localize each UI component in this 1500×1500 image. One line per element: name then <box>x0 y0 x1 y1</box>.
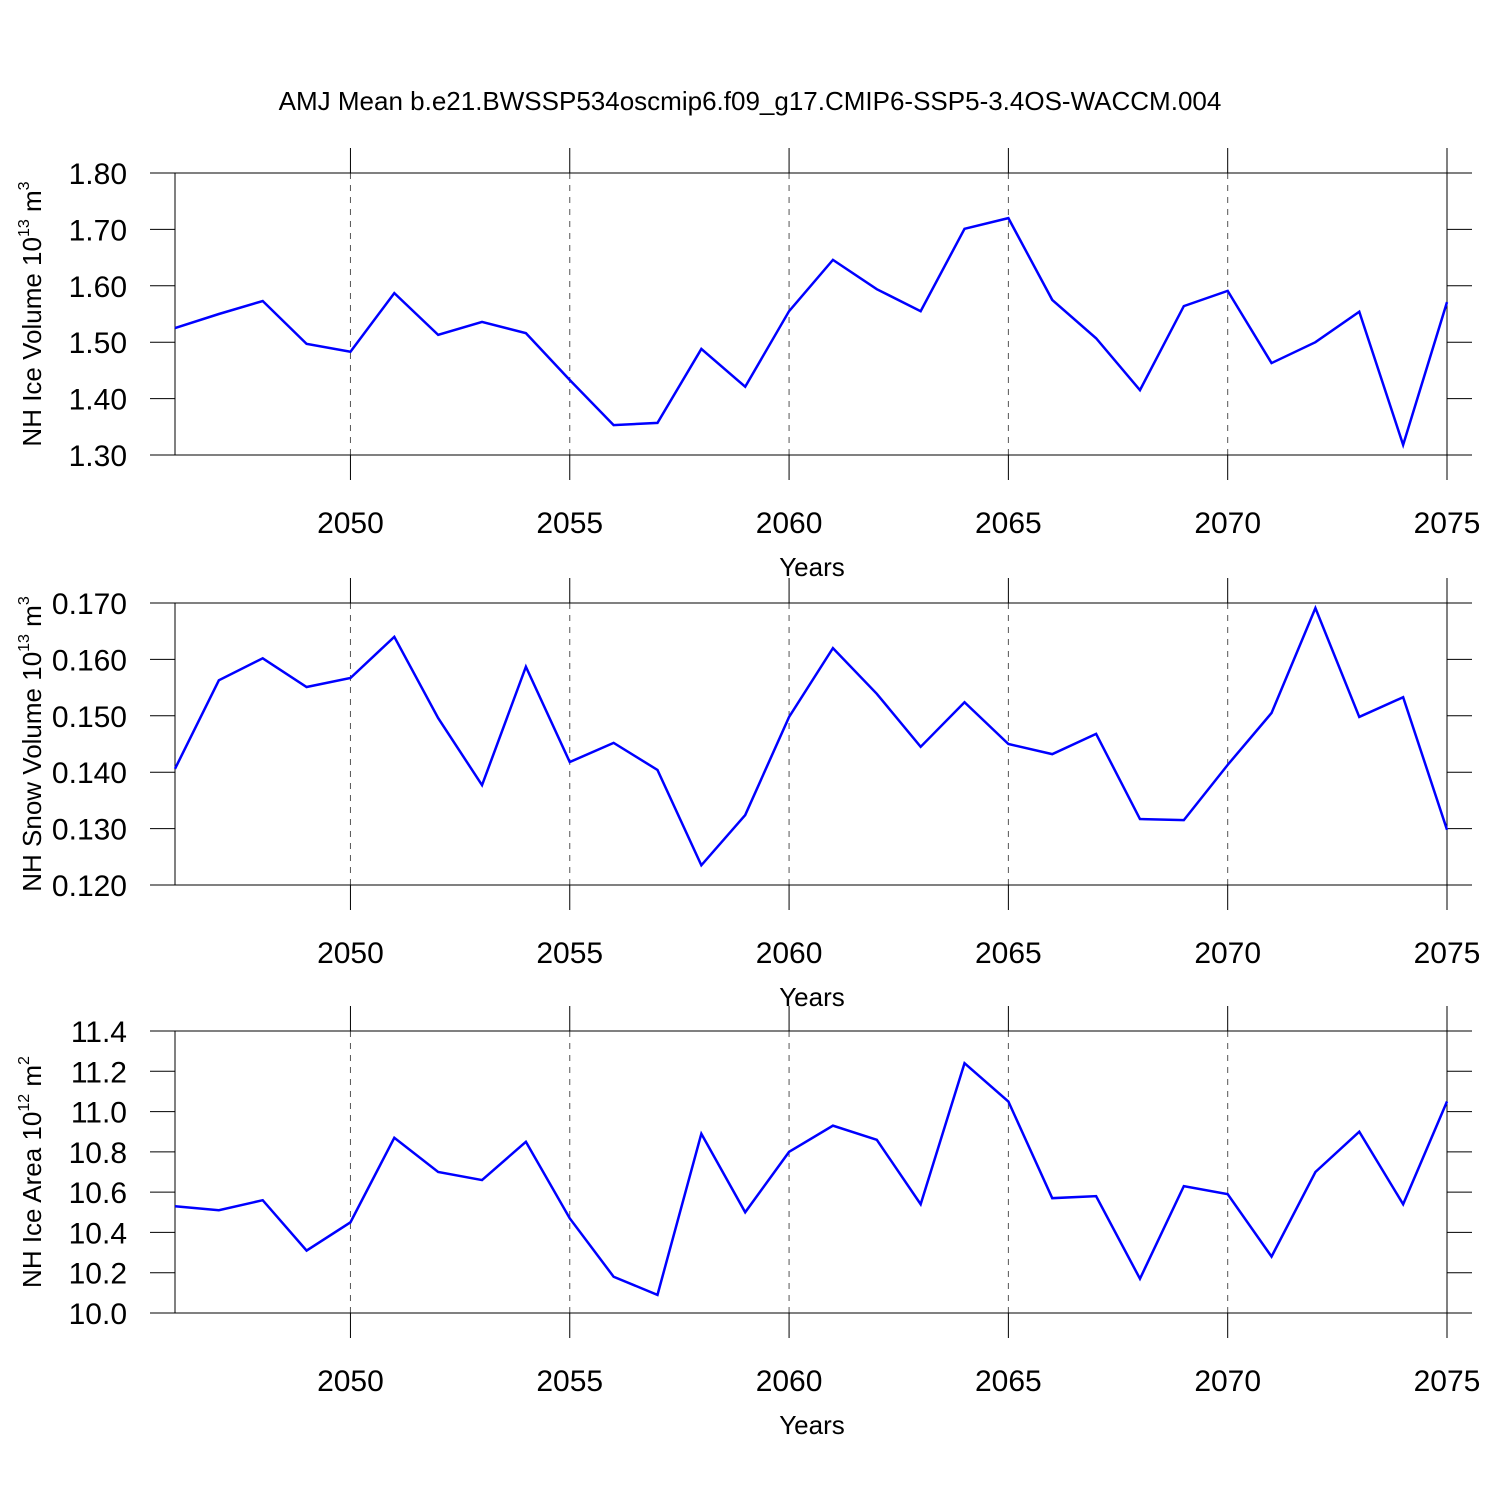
x-axis-label: Years <box>779 982 845 1012</box>
y-tick-label: 1.80 <box>69 158 127 191</box>
x-tick-label: 2050 <box>317 1365 384 1398</box>
x-tick-label: 2070 <box>1194 1365 1261 1398</box>
y-axis-label: NH Snow Volume 1013 m3 <box>16 596 47 892</box>
x-tick-label: 2055 <box>536 507 603 540</box>
y-tick-label: 1.60 <box>69 271 127 304</box>
x-tick-label: 2070 <box>1194 507 1261 540</box>
y-axis-label-text: m <box>17 190 47 219</box>
plot-frame <box>174 602 1448 886</box>
chart-title: AMJ Mean b.e21.BWSSP534oscmip6.f09_g17.C… <box>279 86 1222 116</box>
y-tick-label: 10.6 <box>69 1177 127 1210</box>
x-axis-label: Years <box>779 1410 845 1440</box>
y-tick-label: 1.50 <box>69 327 127 360</box>
y-tick-label: 11.2 <box>71 1056 127 1089</box>
y-tick-label: 0.170 <box>52 588 127 621</box>
y-tick-label: 11.0 <box>71 1097 127 1130</box>
x-tick-label: 2055 <box>536 937 603 970</box>
y-tick-label: 0.150 <box>52 701 127 734</box>
y-axis-label-exponent: 2 <box>16 1056 33 1065</box>
y-axis-label-text: NH Ice Area 10 <box>17 1112 47 1288</box>
x-tick-label: 2060 <box>756 937 823 970</box>
data-line <box>174 216 1449 449</box>
x-tick-label: 2060 <box>756 507 823 540</box>
y-axis-label-text: NH Snow Volume 10 <box>17 652 47 892</box>
plot-frame <box>174 1030 1448 1314</box>
y-tick-label: 10.8 <box>69 1137 127 1170</box>
x-tick-label: 2070 <box>1194 937 1261 970</box>
y-tick-label: 10.2 <box>69 1258 127 1291</box>
x-tick-label: 2050 <box>317 507 384 540</box>
plot-frame <box>174 172 1448 456</box>
y-axis-label-text: m <box>17 605 47 634</box>
x-tick-label: 2065 <box>975 937 1042 970</box>
y-tick-label: 0.140 <box>52 757 127 790</box>
y-axis-label-text: m <box>17 1065 47 1094</box>
y-axis-label-exponent: 3 <box>16 596 33 605</box>
x-tick-label: 2050 <box>317 937 384 970</box>
data-line <box>173 604 1449 868</box>
y-axis-label: NH Ice Area 1012 m2 <box>16 1056 47 1288</box>
y-tick-label: 1.30 <box>69 440 127 473</box>
x-tick-label: 2065 <box>975 507 1042 540</box>
x-tick-label: 2075 <box>1414 1365 1481 1398</box>
y-axis-label-exponent: 13 <box>16 219 33 237</box>
y-tick-label: 1.70 <box>69 214 127 247</box>
y-axis-label-exponent: 3 <box>16 181 33 190</box>
y-axis-label-text: NH Ice Volume 10 <box>17 237 47 447</box>
y-tick-label: 10.0 <box>69 1298 127 1331</box>
x-tick-label: 2055 <box>536 1365 603 1398</box>
x-tick-label: 2075 <box>1414 937 1481 970</box>
x-tick-label: 2060 <box>756 1365 823 1398</box>
y-tick-label: 1.40 <box>69 384 127 417</box>
x-tick-label: 2075 <box>1414 507 1481 540</box>
y-tick-label: 0.130 <box>52 814 127 847</box>
y-tick-label: 0.160 <box>52 644 127 677</box>
x-axis-label: Years <box>779 552 845 582</box>
x-tick-label: 2065 <box>975 1365 1042 1398</box>
y-tick-label: 0.120 <box>52 870 127 903</box>
y-axis-label-exponent: 13 <box>16 634 33 652</box>
y-tick-label: 10.4 <box>69 1217 127 1250</box>
y-axis-label: NH Ice Volume 1013 m3 <box>16 181 47 446</box>
data-line <box>174 1061 1449 1297</box>
y-tick-label: 11.4 <box>71 1016 127 1049</box>
y-axis-label-exponent: 12 <box>16 1094 33 1112</box>
